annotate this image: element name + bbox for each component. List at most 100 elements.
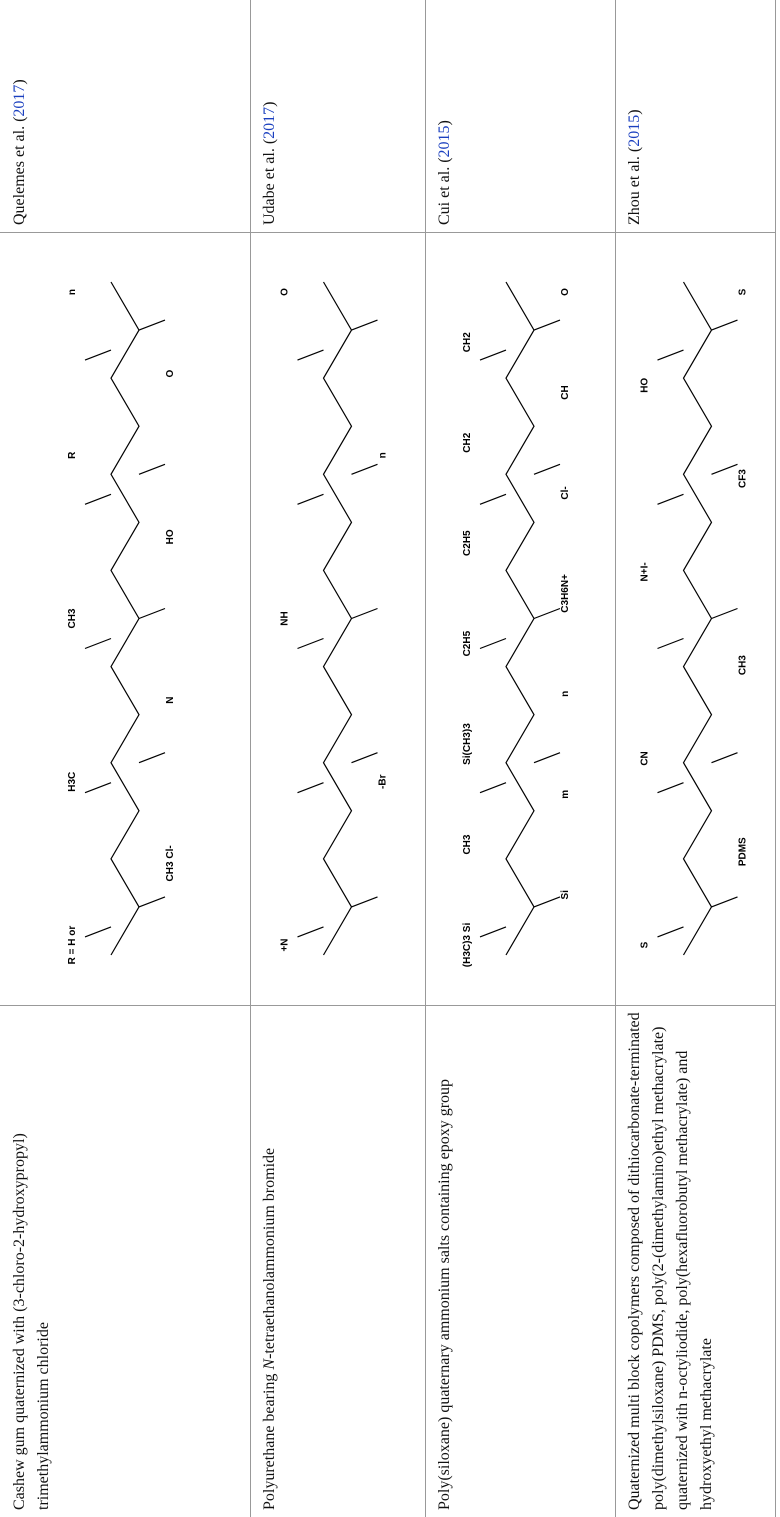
structure-label: Si(CH3)3 <box>462 723 473 765</box>
bond <box>85 350 111 360</box>
bond <box>712 753 738 763</box>
description-text: -tetraethanolammonium bromide <box>261 1148 278 1359</box>
bond <box>658 639 684 649</box>
structure-label: O <box>560 288 571 296</box>
structure-label: Si <box>560 890 571 900</box>
structure-label: n <box>378 452 389 458</box>
structure-label: -Br <box>378 774 389 789</box>
structure-body <box>658 282 738 955</box>
bond <box>534 464 560 474</box>
bond <box>352 320 378 330</box>
description-text: Quaternized multi block copolymers compo… <box>626 1012 715 1510</box>
bond <box>658 783 684 793</box>
citation-close: ) <box>261 101 278 106</box>
bond <box>658 494 684 504</box>
structure-label: CH2 <box>462 332 473 352</box>
structure-label: HO <box>165 529 176 544</box>
structure-label: CH3 <box>67 608 78 628</box>
bond <box>534 897 560 907</box>
bond <box>352 897 378 907</box>
bond <box>480 639 506 649</box>
structure-label: (H3C)3 Si <box>462 923 473 968</box>
bond <box>139 897 165 907</box>
bond <box>352 753 378 763</box>
structure-body <box>298 282 378 955</box>
structure-label: N <box>165 697 176 704</box>
bond <box>139 464 165 474</box>
description-cell: Poly(siloxane) quaternary ammonium salts… <box>425 1005 610 1517</box>
structure-label: S <box>738 288 749 295</box>
bond <box>534 320 560 330</box>
structure-label: N+I- <box>640 562 651 581</box>
structure: R = H orCH3 Cl-H3CNCH3HOROn <box>5 242 245 995</box>
bond <box>352 609 378 619</box>
structure-label: CH3 Cl- <box>165 845 176 881</box>
citation-close: ) <box>436 120 453 125</box>
bond <box>658 927 684 937</box>
structure-label: CH2 <box>462 432 473 452</box>
citation-cell: Zhou et al. (2015) <box>615 0 775 232</box>
structure-label: O <box>165 370 176 378</box>
structure: (H3C)3 SiSiCH3mSi(CH3)3nC2H5C3H6N+C2H5Cl… <box>430 242 610 995</box>
citation-author: Quelemes et al. ( <box>11 117 28 225</box>
description-cell: Quaternized multi block copolymers compo… <box>615 1005 775 1517</box>
structure-label: NH <box>280 611 291 625</box>
structure-body <box>480 282 560 955</box>
structure-label: m <box>560 790 571 799</box>
description-cell: Cashew gum quaternized with (3-chloro-2-… <box>0 1005 245 1517</box>
citation-author: Udabe et al. ( <box>261 139 278 225</box>
structure-label: CH <box>560 385 571 399</box>
description-text: Cashew gum quaternized with (3-chloro-2-… <box>11 1133 52 1510</box>
bond <box>298 639 324 649</box>
bond <box>324 282 352 955</box>
structure-label: R <box>67 451 78 459</box>
citation-close: ) <box>11 79 28 84</box>
bond <box>534 609 560 619</box>
bond <box>506 282 534 955</box>
bond <box>139 320 165 330</box>
bond <box>298 350 324 360</box>
bond <box>480 783 506 793</box>
bond <box>85 494 111 504</box>
citation-year[interactable]: 2015 <box>436 125 453 157</box>
citation-author: Cui et al. ( <box>436 157 453 225</box>
bond <box>480 494 506 504</box>
structure-label: H3C <box>67 772 78 792</box>
page: Cashew gum quaternized with (3-chloro-2-… <box>0 0 780 1517</box>
description-text: N <box>261 1359 278 1370</box>
structure-label: S <box>640 941 651 948</box>
citation-cell: Cui et al. (2015) <box>425 0 610 232</box>
bond <box>534 753 560 763</box>
structure-label: C2H5 <box>462 630 473 656</box>
structure-label: HO <box>640 378 651 393</box>
bond <box>298 927 324 937</box>
description-text: Polyurethane bearing <box>261 1370 278 1510</box>
right-border <box>775 0 776 1517</box>
structure-label: CH3 <box>462 834 473 854</box>
bond <box>111 282 139 955</box>
bond <box>298 494 324 504</box>
structure-body <box>85 282 165 955</box>
structure-label: PDMS <box>738 837 749 866</box>
bond <box>712 320 738 330</box>
citation-year[interactable]: 2015 <box>626 115 643 147</box>
structure-label: n <box>560 691 571 697</box>
bond <box>658 350 684 360</box>
description-text: Poly(siloxane) quaternary ammonium salts… <box>436 1079 453 1510</box>
citation-year[interactable]: 2017 <box>11 85 28 117</box>
description-cell: Polyurethane bearing N-tetraethanolammon… <box>250 1005 420 1517</box>
bond <box>85 639 111 649</box>
bond <box>85 783 111 793</box>
bond <box>712 464 738 474</box>
citation-author: Zhou et al. ( <box>626 147 643 225</box>
structure-label: C2H5 <box>462 530 473 556</box>
bond <box>684 282 712 955</box>
bond <box>352 464 378 474</box>
citation-year[interactable]: 2017 <box>261 107 278 139</box>
structure-label: CH3 <box>738 655 749 675</box>
bond <box>480 350 506 360</box>
structure-label: C3H6N+ <box>560 574 571 613</box>
bond <box>712 609 738 619</box>
